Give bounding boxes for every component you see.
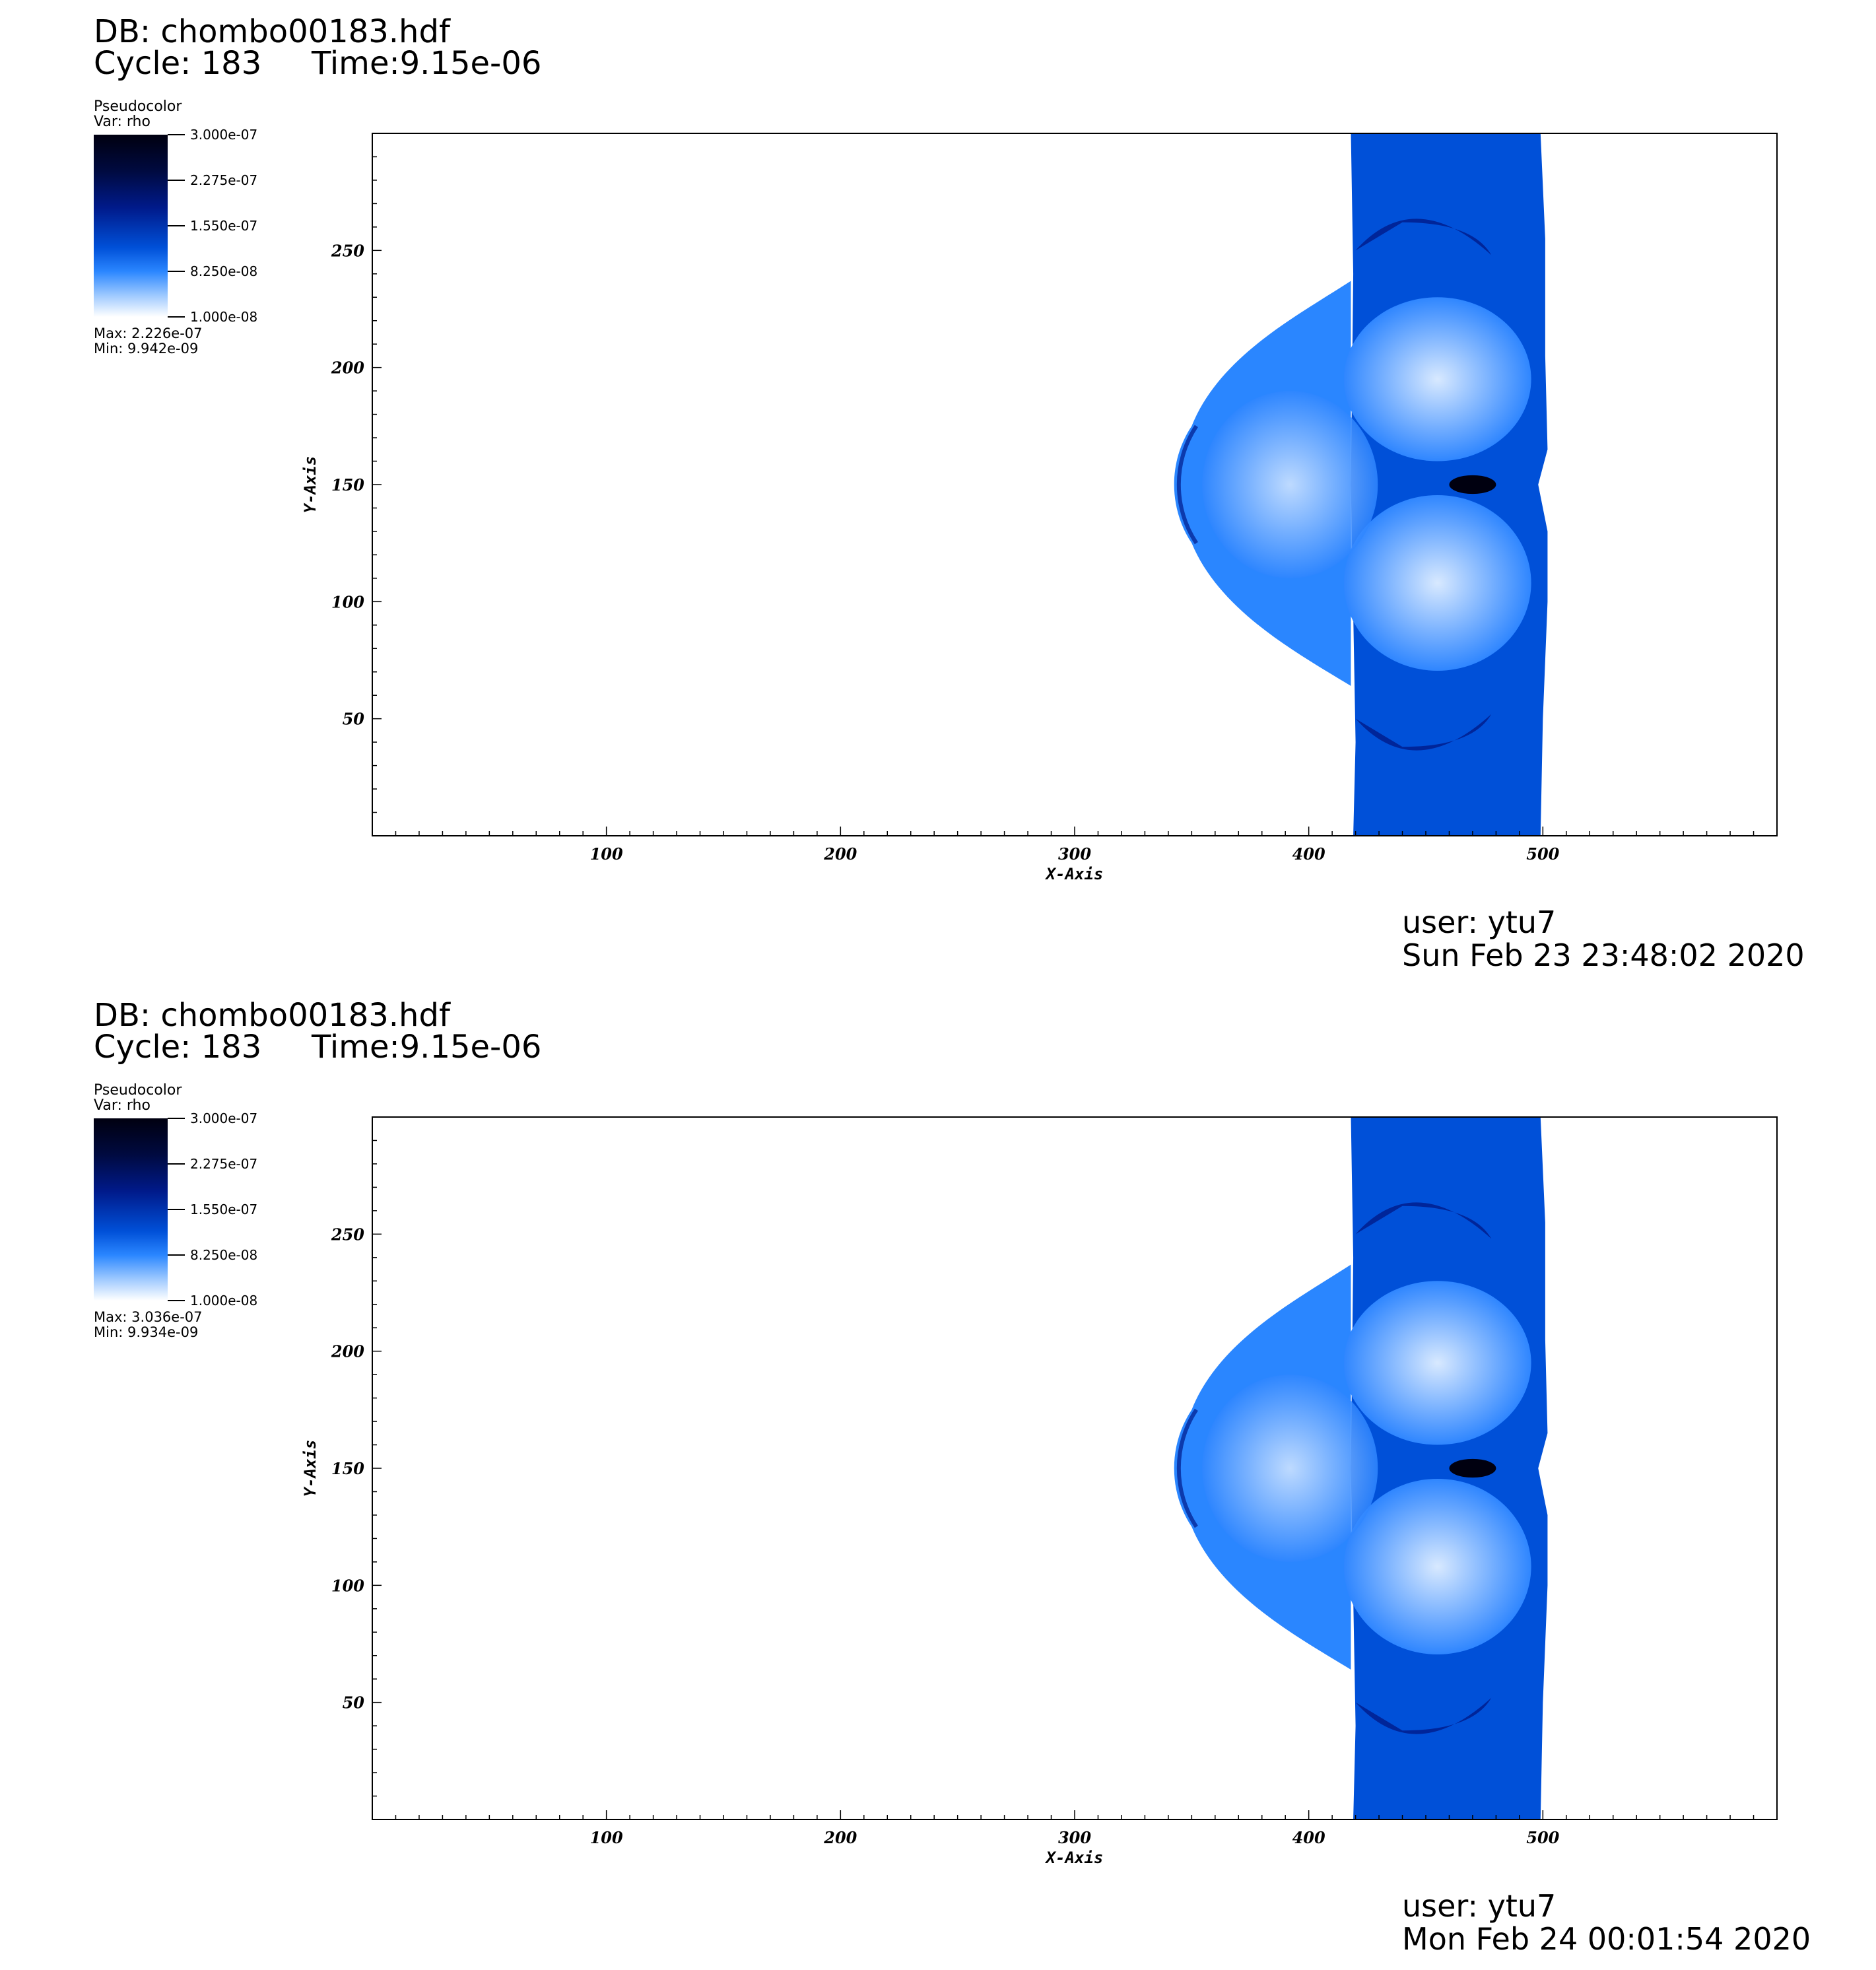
plot-frame — [372, 133, 1778, 836]
colorbar-tick — [168, 225, 185, 226]
colorbar-tick-label: 1.000e-08 — [190, 1293, 258, 1308]
y-tick-label: 150 — [331, 475, 364, 494]
x-tick-label: 100 — [590, 844, 623, 864]
pseudocolor-plot: 100 200 300 400 500 50 100 150 200 250 X-Axis Y-Axi… — [301, 133, 1778, 883]
colorbar-tick-label: 1.550e-07 — [190, 1202, 258, 1217]
date-label: Sun Feb 23 23:48:02 2020 — [1402, 937, 1805, 973]
colorbar-tick-label: 3.000e-07 — [190, 1110, 258, 1126]
density-region — [1355, 1697, 1492, 1734]
y-tick-label: 200 — [331, 358, 364, 378]
user-label: user: ytu7 — [1402, 1888, 1557, 1924]
colorbar-tick — [168, 1254, 185, 1256]
y-tick-label: 100 — [331, 592, 364, 611]
database-label: DB: chombo00183.hdf — [94, 997, 450, 1034]
y-tick-label: 150 — [331, 1459, 364, 1478]
density-region — [1343, 1478, 1531, 1654]
y-tick-label: 50 — [343, 710, 365, 729]
legend-colorbar — [94, 135, 168, 317]
legend-min: Min: 9.942e-09 — [94, 341, 199, 357]
visit-panel-bottom: DB: chombo00183.hdf Cycle: 183 Time:9.15… — [0, 984, 1876, 1969]
x-tick-label: 400 — [1292, 844, 1325, 864]
colorbar-tick — [168, 271, 185, 272]
x-tick-label: 400 — [1292, 1828, 1325, 1847]
colorbar-tick-label: 8.250e-08 — [190, 1247, 258, 1263]
axes: 100 200 300 400 500 50 100 150 200 250 X-Axis Y-Axi… — [301, 156, 1755, 883]
database-label: DB: chombo00183.hdf — [94, 13, 450, 50]
axes: 100 200 300 400 500 50 100 150 200 250 X-Axis Y-Axi… — [301, 1139, 1755, 1867]
density-region — [1355, 219, 1492, 255]
y-axis-title: Y-Axis — [301, 1440, 319, 1497]
colorbar-tick — [168, 1209, 185, 1210]
colorbar-tick — [168, 1300, 185, 1301]
x-tick-label: 300 — [1058, 1828, 1091, 1847]
x-tick-label: 200 — [823, 844, 857, 864]
x-axis-title: X-Axis — [1045, 1849, 1104, 1867]
density-region — [1176, 425, 1198, 545]
legend-min: Min: 9.934e-09 — [94, 1324, 199, 1340]
x-tick-label: 100 — [590, 1828, 623, 1847]
x-tick-label: 300 — [1058, 844, 1091, 864]
x-tick-label: 500 — [1526, 1828, 1559, 1847]
visit-panel-top: DB: chombo00183.hdf Cycle: 183 Time:9.15… — [94, 13, 1805, 973]
x-tick-label: 200 — [823, 1828, 857, 1847]
colorbar-tick-label: 8.250e-08 — [190, 263, 258, 279]
plot-frame — [372, 1116, 1778, 1820]
colorbar-tick-label: 3.000e-07 — [190, 127, 258, 143]
density-region — [1202, 1375, 1378, 1562]
legend-plot-type: Pseudocolor — [94, 1082, 182, 1099]
legend-max: Max: 3.036e-07 — [94, 1309, 203, 1325]
colorbar-tick — [168, 134, 185, 135]
colorbar-tick-label: 1.550e-07 — [190, 218, 258, 234]
density-field — [1174, 1117, 1548, 1819]
y-tick-label: 200 — [331, 1342, 364, 1361]
colorbar-tick — [168, 1118, 185, 1119]
date-label: Mon Feb 24 00:01:54 2020 — [1402, 1921, 1811, 1957]
y-tick-label: 250 — [331, 241, 364, 260]
density-region — [1343, 1281, 1531, 1445]
density-region — [1355, 714, 1492, 751]
colorbar-tick — [168, 316, 185, 318]
colorbar-tick-label: 2.275e-07 — [190, 172, 258, 188]
user-label: user: ytu7 — [1402, 904, 1557, 940]
y-tick-label: 100 — [331, 1576, 364, 1595]
density-region — [1449, 1458, 1496, 1478]
density-region — [1343, 297, 1531, 461]
cycle-label: Cycle: 183 — [94, 1029, 262, 1066]
pseudocolor-plot: 100 200 300 400 500 50 100 150 200 250 X-Axis Y-Axi… — [301, 1116, 1778, 1867]
legend-variable: Var: rho — [94, 1097, 151, 1114]
x-axis-title: X-Axis — [1045, 865, 1104, 883]
time-label: Time:9.15e-06 — [312, 1029, 542, 1066]
density-region — [1343, 494, 1531, 671]
y-tick-label: 250 — [331, 1225, 364, 1244]
time-label: Time:9.15e-06 — [312, 45, 542, 82]
density-region — [1355, 1202, 1492, 1239]
cycle-label: Cycle: 183 — [94, 45, 262, 82]
density-field — [1174, 133, 1548, 836]
legend-colorbar — [94, 1118, 168, 1301]
density-region — [1176, 1408, 1198, 1528]
colorbar-tick — [168, 1163, 185, 1165]
colorbar-tick-label: 1.000e-08 — [190, 309, 258, 325]
y-tick-label: 50 — [343, 1693, 365, 1713]
colorbar-tick — [168, 180, 185, 181]
legend-variable: Var: rho — [94, 114, 151, 130]
colorbar-tick-label: 2.275e-07 — [190, 1156, 258, 1172]
y-axis-title: Y-Axis — [301, 456, 319, 514]
x-tick-label: 500 — [1526, 844, 1559, 864]
density-region — [1202, 391, 1378, 578]
density-region — [1449, 475, 1496, 494]
legend-max: Max: 2.226e-07 — [94, 325, 203, 341]
legend-plot-type: Pseudocolor — [94, 98, 182, 115]
